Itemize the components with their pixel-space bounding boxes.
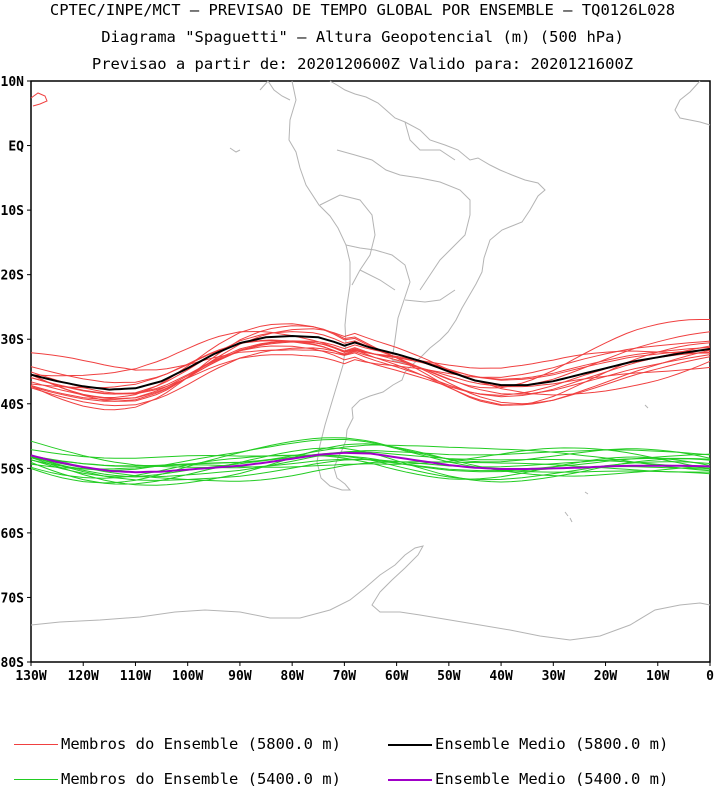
member-5800-line xyxy=(30,339,711,398)
title-line-3: Previsao a partir de: 2020120600Z Valido… xyxy=(91,55,634,73)
lat-tick-label: 50S xyxy=(1,462,25,477)
lat-tick-label: 60S xyxy=(1,527,25,542)
lat-tick-label: 10N xyxy=(1,75,25,90)
lon-tick-label: 80W xyxy=(280,669,304,684)
lat-tick-label: EQ xyxy=(8,140,24,155)
lon-tick-label: 30W xyxy=(542,669,566,684)
legend-members-5800: Membros do Ensemble (5800.0 m) xyxy=(14,735,341,753)
coastlines xyxy=(30,59,711,641)
legend-members-5400: Membros do Ensemble (5400.0 m) xyxy=(14,770,341,788)
legend-label-mean-5400: Ensemble Medio (5400.0 m) xyxy=(435,770,669,788)
antarctica-coast xyxy=(30,545,711,641)
member-5800-line xyxy=(30,340,711,395)
lon-tick-label: 100W xyxy=(172,669,203,684)
lon-tick-label: 0 xyxy=(706,669,714,684)
country-borders xyxy=(319,121,471,366)
member-5400-line xyxy=(30,456,711,481)
lon-tick-label: 110W xyxy=(120,669,151,684)
legend-mean-5400: Ensemble Medio (5400.0 m) xyxy=(388,770,668,788)
member-5800-line xyxy=(30,340,711,389)
title-line-1: CPTEC/INPE/MCT — PREVISAO DE TEMPO GLOBA… xyxy=(49,1,676,19)
legend-label-members-5800: Membros do Ensemble (5800.0 m) xyxy=(61,735,341,753)
lon-tick-label: 10W xyxy=(646,669,670,684)
lat-tick-label: 40S xyxy=(1,398,25,413)
member-5400-line xyxy=(30,438,711,475)
lon-tick-label: 40W xyxy=(489,669,513,684)
lon-tick-label: 60W xyxy=(385,669,409,684)
lon-tick-label: 70W xyxy=(333,669,357,684)
member-5400-line xyxy=(30,447,711,470)
lon-tick-label: 90W xyxy=(228,669,252,684)
south-america-coast xyxy=(288,80,546,491)
africa-coast xyxy=(674,80,711,126)
south-georgia xyxy=(564,511,573,523)
central-america-coast xyxy=(259,80,291,101)
legend-swatch-mean-5400 xyxy=(388,778,432,781)
member-5800-line xyxy=(30,340,711,406)
legend-mean-5800: Ensemble Medio (5800.0 m) xyxy=(388,735,668,753)
lat-tick-label: 20S xyxy=(1,269,25,284)
member-5800-line xyxy=(30,349,711,396)
member-5400-line xyxy=(30,443,711,486)
legend-swatch-mean-5800 xyxy=(388,743,432,746)
mean-5800-line xyxy=(30,334,711,391)
lon-tick-label: 130W xyxy=(15,669,46,684)
lat-tick-label: 80S xyxy=(1,656,25,671)
title-line-2: Diagrama "Spaguetti" — Altura Geopotenci… xyxy=(101,28,624,46)
lon-tick-label: 50W xyxy=(437,669,461,684)
member-5800-line xyxy=(30,325,711,411)
legend-label-members-5400: Membros do Ensemble (5400.0 m) xyxy=(61,770,341,788)
lon-tick-label: 20W xyxy=(594,669,618,684)
legend-swatch-members-5800 xyxy=(14,744,58,745)
lat-tick-label: 30S xyxy=(1,333,25,348)
lon-tick-label: 120W xyxy=(68,669,99,684)
lat-tick-label: 70S xyxy=(1,591,25,606)
mean-5400-line xyxy=(30,451,711,474)
island-markers xyxy=(229,59,649,495)
legend-label-mean-5800: Ensemble Medio (5800.0 m) xyxy=(435,735,669,753)
contour-lines xyxy=(30,92,711,486)
legend-swatch-members-5400 xyxy=(14,779,58,780)
member-5800-line xyxy=(30,340,711,402)
member-5800-closed-contour xyxy=(30,92,48,107)
lat-tick-label: 10S xyxy=(1,204,25,219)
